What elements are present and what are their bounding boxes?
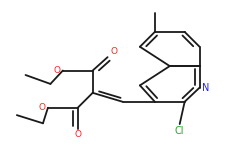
Text: O: O — [74, 130, 81, 139]
Text: N: N — [202, 83, 209, 93]
Text: O: O — [38, 103, 46, 112]
Text: O: O — [53, 66, 60, 75]
Text: Cl: Cl — [175, 126, 184, 136]
Text: O: O — [110, 47, 117, 56]
